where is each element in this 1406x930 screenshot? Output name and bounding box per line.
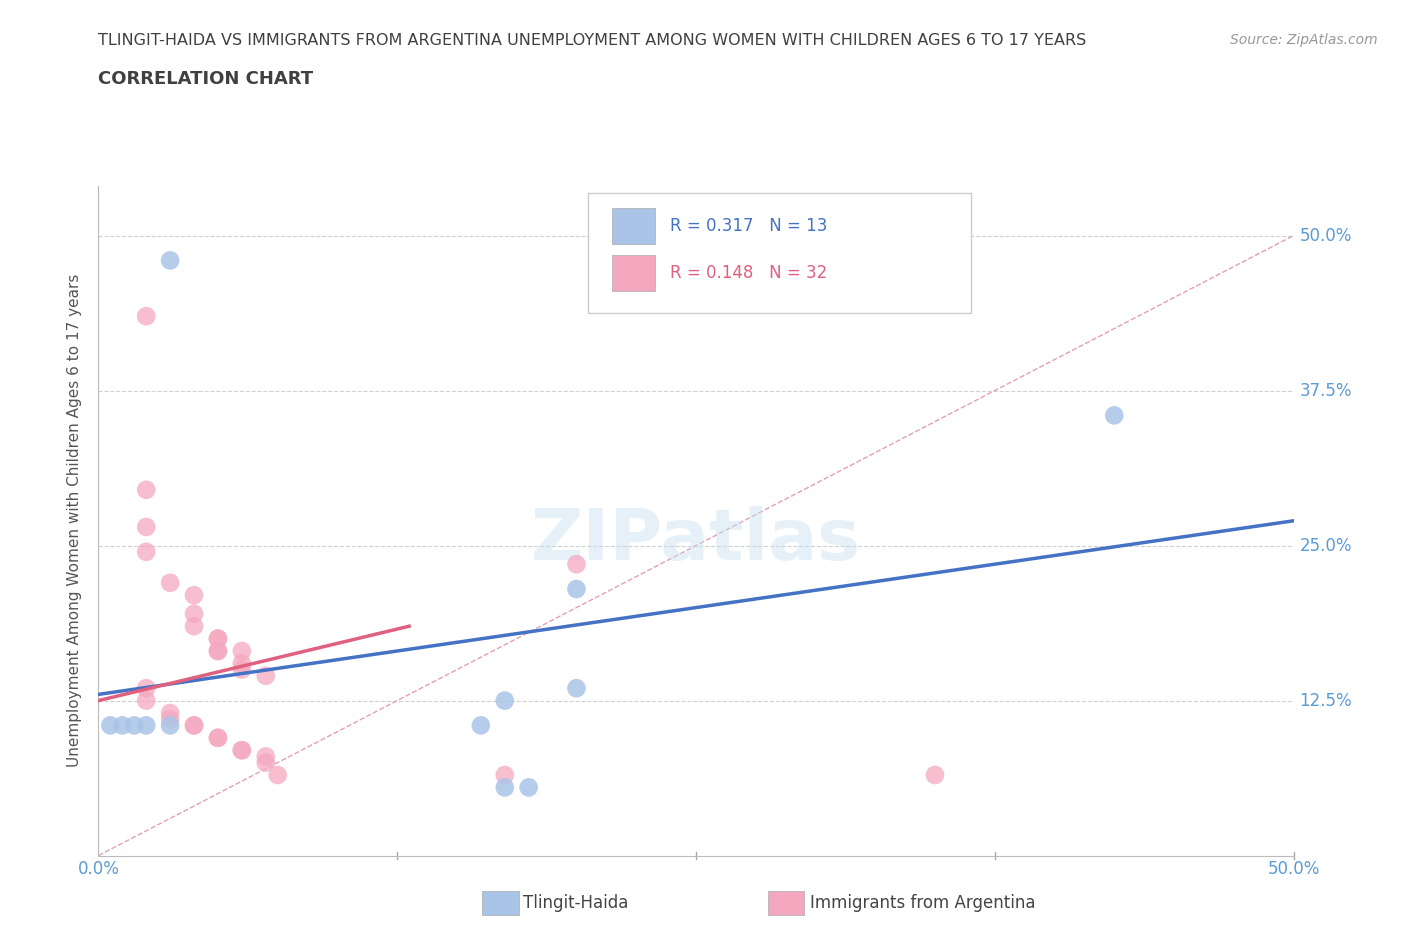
- Text: R = 0.148   N = 32: R = 0.148 N = 32: [669, 264, 827, 282]
- Point: [207, 730, 229, 745]
- Point: [111, 718, 134, 733]
- Point: [494, 780, 516, 795]
- Point: [565, 557, 588, 572]
- Point: [231, 662, 253, 677]
- Point: [124, 718, 146, 733]
- Point: [267, 767, 290, 782]
- Text: Source: ZipAtlas.com: Source: ZipAtlas.com: [1230, 33, 1378, 46]
- Point: [159, 253, 181, 268]
- Text: TLINGIT-HAIDA VS IMMIGRANTS FROM ARGENTINA UNEMPLOYMENT AMONG WOMEN WITH CHILDRE: TLINGIT-HAIDA VS IMMIGRANTS FROM ARGENTI…: [98, 33, 1087, 47]
- FancyBboxPatch shape: [612, 208, 655, 245]
- Point: [207, 730, 229, 745]
- Point: [470, 718, 492, 733]
- Text: 25.0%: 25.0%: [1299, 537, 1353, 554]
- Text: Immigrants from Argentina: Immigrants from Argentina: [810, 894, 1035, 912]
- Text: Tlingit-Haida: Tlingit-Haida: [523, 894, 628, 912]
- Point: [565, 681, 588, 696]
- Point: [135, 544, 157, 559]
- Point: [254, 755, 277, 770]
- Point: [183, 618, 205, 633]
- Point: [207, 644, 229, 658]
- Point: [159, 718, 181, 733]
- Point: [135, 483, 157, 498]
- Point: [565, 581, 588, 596]
- Point: [207, 631, 229, 646]
- Y-axis label: Unemployment Among Women with Children Ages 6 to 17 years: Unemployment Among Women with Children A…: [67, 274, 83, 767]
- FancyBboxPatch shape: [612, 255, 655, 291]
- Point: [183, 718, 205, 733]
- Point: [494, 693, 516, 708]
- Point: [159, 706, 181, 721]
- Point: [135, 718, 157, 733]
- Text: ZIPatlas: ZIPatlas: [531, 507, 860, 576]
- Point: [98, 718, 122, 733]
- Point: [207, 644, 229, 658]
- Point: [183, 588, 205, 603]
- Point: [135, 681, 157, 696]
- Point: [924, 767, 946, 782]
- Point: [254, 749, 277, 764]
- Point: [231, 644, 253, 658]
- Point: [135, 520, 157, 535]
- Point: [159, 711, 181, 726]
- Point: [207, 631, 229, 646]
- Point: [254, 669, 277, 684]
- Point: [1102, 408, 1125, 423]
- Point: [159, 576, 181, 591]
- Point: [231, 743, 253, 758]
- Point: [494, 767, 516, 782]
- Point: [517, 780, 540, 795]
- Point: [183, 606, 205, 621]
- Text: CORRELATION CHART: CORRELATION CHART: [98, 70, 314, 87]
- Point: [183, 718, 205, 733]
- Point: [135, 309, 157, 324]
- Point: [231, 656, 253, 671]
- Point: [231, 743, 253, 758]
- FancyBboxPatch shape: [588, 193, 970, 313]
- Text: R = 0.317   N = 13: R = 0.317 N = 13: [669, 218, 827, 235]
- Text: 12.5%: 12.5%: [1299, 692, 1353, 710]
- Point: [135, 693, 157, 708]
- Text: 50.0%: 50.0%: [1299, 227, 1353, 245]
- Text: 37.5%: 37.5%: [1299, 381, 1353, 400]
